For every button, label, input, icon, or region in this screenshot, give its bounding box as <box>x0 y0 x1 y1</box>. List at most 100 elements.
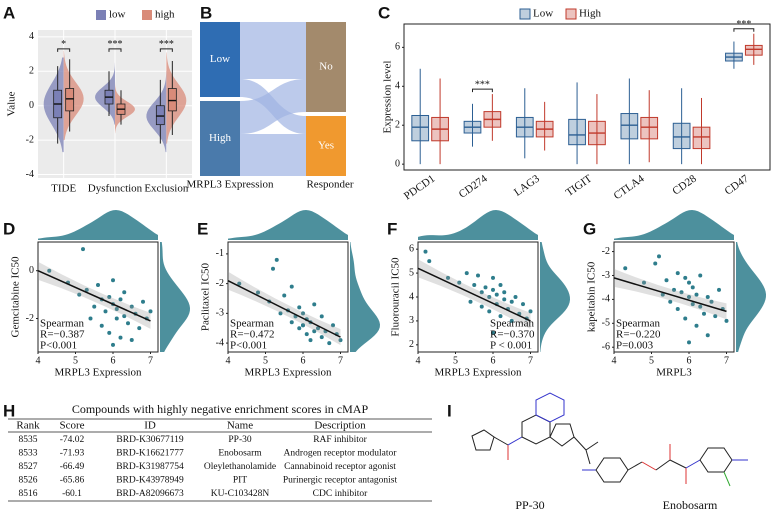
table-cell: 8527 <box>19 462 38 472</box>
point <box>675 271 680 276</box>
point <box>297 326 302 331</box>
x-tick-label: 5 <box>453 355 458 366</box>
point <box>528 309 533 314</box>
point <box>464 271 469 276</box>
point <box>96 283 100 288</box>
y-axis-label: Paclitaxel IC50 <box>200 262 212 331</box>
point <box>312 302 317 307</box>
x-axis-label: MRPL3 Expression <box>54 367 142 379</box>
point <box>289 320 294 325</box>
point <box>88 316 93 321</box>
point <box>675 306 680 311</box>
point <box>129 338 134 343</box>
legend-swatch <box>96 10 106 20</box>
point <box>509 299 514 304</box>
flow <box>240 79 306 134</box>
node-label: No <box>319 61 333 73</box>
panel-letter: B <box>200 3 212 22</box>
y-tick-label: 6 <box>409 243 414 254</box>
point <box>713 314 718 319</box>
y-tick-label: 5 <box>409 267 414 278</box>
box <box>411 114 430 142</box>
y-axis-label: Expression level <box>382 60 394 133</box>
x-tick-label: 7 <box>528 355 533 366</box>
x-tick-label: 4 <box>612 355 617 366</box>
point <box>118 297 123 302</box>
point <box>687 340 691 345</box>
point <box>479 304 484 309</box>
point <box>308 338 313 343</box>
x-tick-label: 7 <box>338 355 343 366</box>
table-title: Compounds with highly negative enrichmen… <box>72 402 369 416</box>
point <box>297 305 302 310</box>
table-cell: 8535 <box>19 435 38 445</box>
point <box>114 316 119 321</box>
point <box>423 249 428 254</box>
significance-label: *** <box>108 39 123 50</box>
point <box>111 342 115 347</box>
point <box>623 266 628 271</box>
x-tick-label: 6 <box>491 355 496 366</box>
point <box>301 311 305 316</box>
point <box>271 266 275 271</box>
flow <box>240 134 306 176</box>
point <box>491 275 495 280</box>
point <box>683 316 688 321</box>
y-tick-label: -4 <box>602 294 610 305</box>
point <box>491 330 495 335</box>
legend-label: High <box>579 8 602 20</box>
x-tick-label: 4 <box>226 355 231 366</box>
point <box>498 314 503 319</box>
significance-label: * <box>61 39 66 50</box>
point <box>494 292 499 297</box>
x-tick-label: TIGIT <box>564 173 595 199</box>
point <box>502 297 507 302</box>
stat-annotation: R=−0.370 <box>490 329 535 341</box>
x-tick-label: 6 <box>111 355 116 366</box>
table-cell: BRD-K30677119 <box>116 435 183 445</box>
significance-bracket <box>57 48 71 52</box>
point <box>668 299 673 304</box>
point <box>122 314 127 319</box>
y-tick-label: -2 <box>26 134 34 145</box>
point <box>698 273 703 278</box>
box <box>620 113 639 140</box>
panel-letter: H <box>3 401 15 420</box>
structure-label: Enobosarm <box>663 498 718 512</box>
flow <box>240 22 306 79</box>
stat-annotation: R=−0.220 <box>616 329 661 341</box>
y-tick-label: -2 <box>602 246 610 257</box>
point <box>107 295 112 299</box>
x-tick-label: 6 <box>301 355 306 366</box>
structure-enobosarm <box>582 444 748 487</box>
panel-letter: G <box>583 219 596 238</box>
point <box>687 295 691 299</box>
point <box>457 280 462 285</box>
legend-swatch <box>565 8 577 20</box>
point <box>81 247 85 252</box>
y-tick-label: -3 <box>216 308 224 319</box>
table-cell: BRD-K16621777 <box>116 449 184 459</box>
table-cell: 8526 <box>19 476 38 486</box>
table-cell: 8516 <box>19 489 38 499</box>
y-tick-label: 2 <box>29 66 34 77</box>
stat-annotation: R=−0.472 <box>230 329 275 341</box>
point <box>694 323 699 328</box>
point <box>657 254 661 259</box>
y-tick-label: 4 <box>29 31 34 42</box>
y-tick-label: -1 <box>216 248 224 259</box>
point <box>694 292 699 297</box>
point <box>118 335 123 340</box>
table-cell: CDC inhibitor <box>313 489 368 499</box>
x-tick-label: 5 <box>649 355 654 366</box>
y-tick-label: 3 <box>409 315 414 326</box>
plot-frame <box>403 23 771 171</box>
stat-annotation: R=−0.387 <box>40 329 85 341</box>
point <box>129 304 134 309</box>
point <box>111 278 115 283</box>
stat-annotation: Spearman <box>616 318 660 330</box>
stat-annotation: P<0.001 <box>230 340 267 352</box>
x-tick-label: CD47 <box>723 172 752 197</box>
y-axis-label: kapeitabin IC50 <box>586 261 598 332</box>
point <box>521 302 525 307</box>
